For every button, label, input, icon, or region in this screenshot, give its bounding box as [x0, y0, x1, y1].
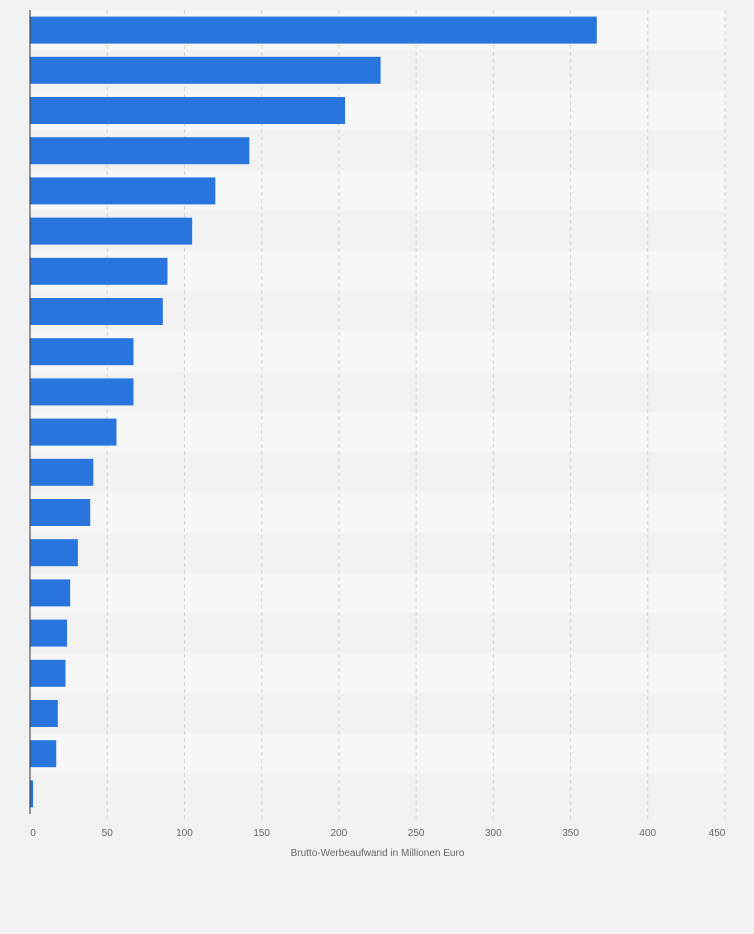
bar	[30, 700, 58, 727]
x-tick-label: 250	[408, 828, 425, 839]
bar	[30, 137, 250, 165]
x-tick-labels: 0 50 100 150 200 250 300 350 400 450	[30, 828, 726, 839]
bar	[30, 619, 68, 647]
row-band	[30, 331, 725, 372]
row-band	[30, 371, 725, 412]
x-tick-label: 0	[30, 828, 36, 839]
x-tick-label: 450	[709, 828, 726, 839]
bar	[30, 780, 34, 808]
row-band	[30, 572, 725, 613]
bar	[30, 177, 216, 205]
bar	[30, 257, 168, 285]
x-tick-label: 200	[331, 828, 348, 839]
bar	[30, 217, 193, 245]
x-axis-label: Brutto-Werbeaufwand in Millionen Euro	[291, 848, 465, 859]
bars	[30, 16, 597, 808]
bar	[30, 659, 66, 687]
x-tick-label: 100	[176, 828, 193, 839]
bar	[30, 16, 597, 44]
x-tick-label: 350	[562, 828, 579, 839]
row-band	[30, 613, 725, 654]
row-band	[30, 412, 725, 453]
x-tick-label: 50	[102, 828, 114, 839]
bar	[30, 499, 91, 526]
bar	[30, 338, 134, 366]
bar	[30, 97, 346, 124]
bar	[30, 378, 134, 406]
bar	[30, 298, 163, 325]
row-band	[30, 452, 725, 493]
row-band	[30, 492, 725, 533]
bar	[30, 740, 57, 768]
row-band	[30, 653, 725, 694]
row-band	[30, 532, 725, 573]
row-band	[30, 773, 725, 814]
bar	[30, 418, 117, 446]
bar	[30, 458, 94, 486]
bar	[30, 539, 78, 567]
x-tick-label: 400	[639, 828, 656, 839]
bar	[30, 579, 71, 607]
x-tick-label: 150	[253, 828, 270, 839]
row-bands	[30, 10, 725, 814]
bar	[30, 56, 381, 84]
row-band	[30, 733, 725, 774]
row-band	[30, 693, 725, 734]
x-tick-label: 300	[485, 828, 502, 839]
